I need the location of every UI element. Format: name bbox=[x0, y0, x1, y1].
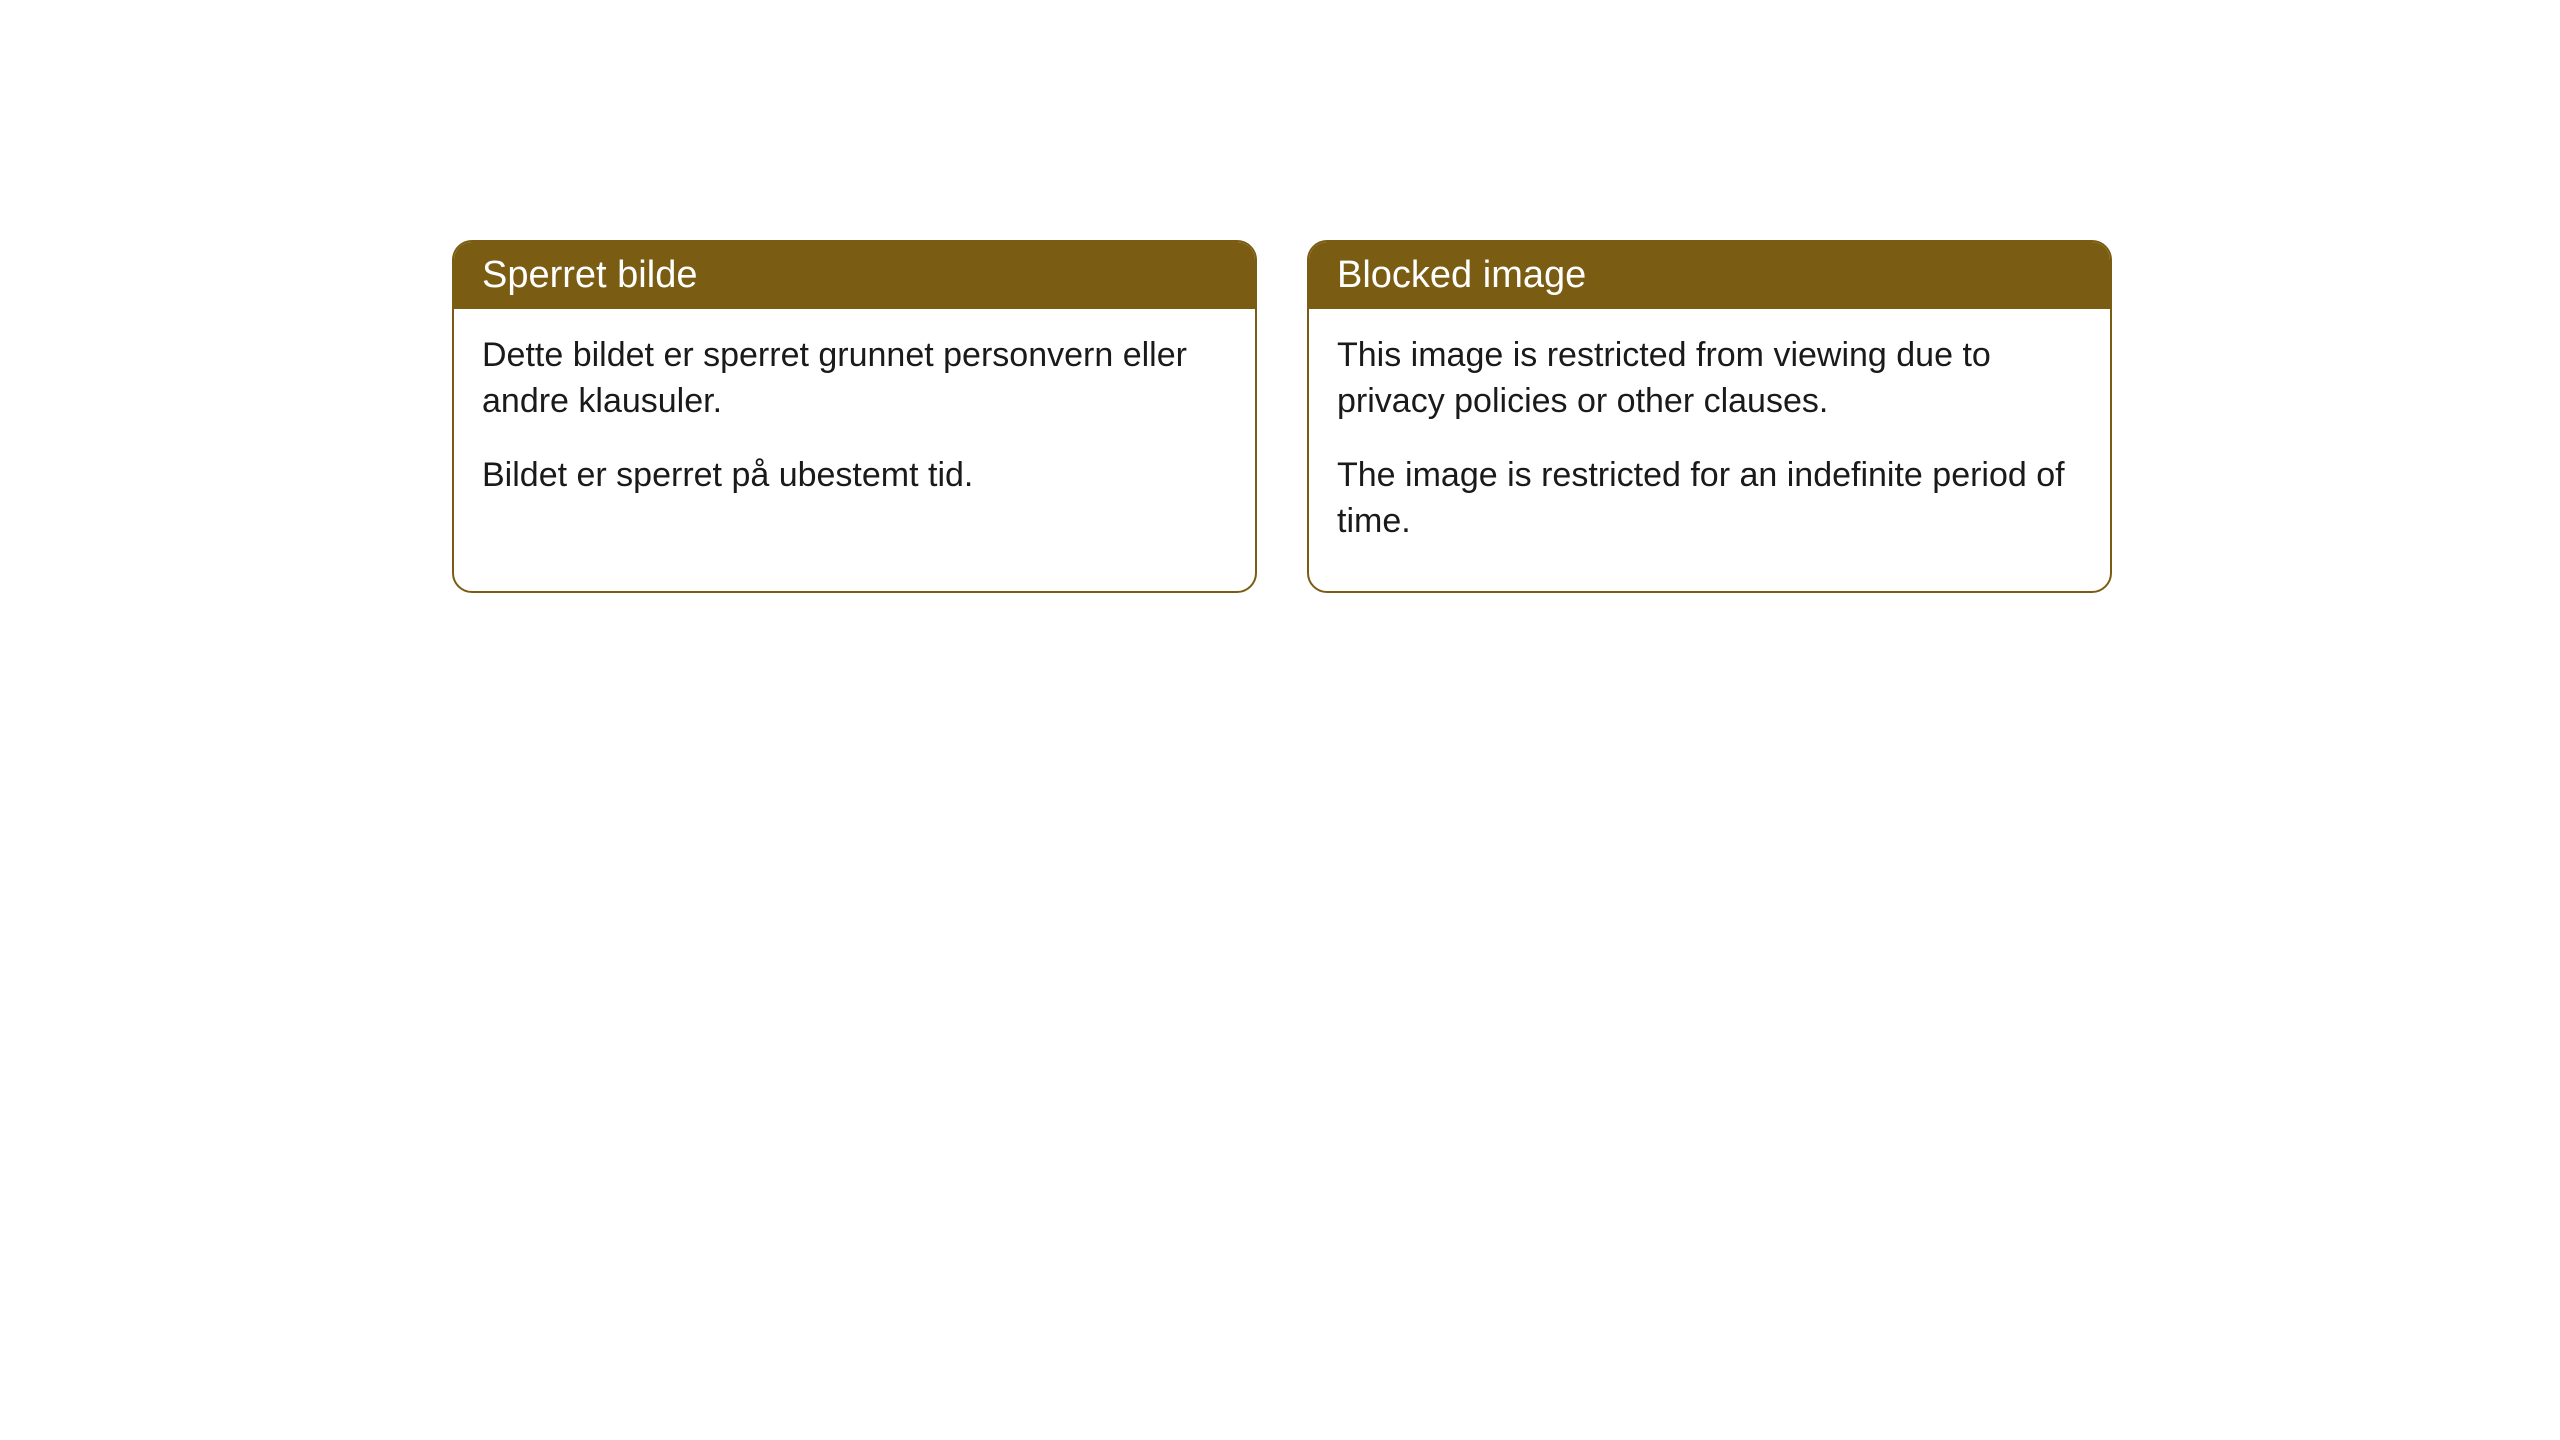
notice-title: Sperret bilde bbox=[482, 254, 697, 296]
notice-paragraph: Bildet er sperret på ubestemt tid. bbox=[482, 453, 1227, 499]
notice-body: Dette bildet er sperret grunnet personve… bbox=[454, 309, 1255, 545]
notice-paragraph: The image is restricted for an indefinit… bbox=[1337, 453, 2082, 545]
notice-container: Sperret bilde Dette bildet er sperret gr… bbox=[0, 0, 2560, 593]
notice-card-english: Blocked image This image is restricted f… bbox=[1307, 240, 2112, 593]
notice-card-norwegian: Sperret bilde Dette bildet er sperret gr… bbox=[452, 240, 1257, 593]
notice-body: This image is restricted from viewing du… bbox=[1309, 309, 2110, 591]
notice-title: Blocked image bbox=[1337, 254, 1586, 296]
notice-header: Sperret bilde bbox=[454, 242, 1255, 309]
notice-paragraph: This image is restricted from viewing du… bbox=[1337, 333, 2082, 425]
notice-header: Blocked image bbox=[1309, 242, 2110, 309]
notice-paragraph: Dette bildet er sperret grunnet personve… bbox=[482, 333, 1227, 425]
